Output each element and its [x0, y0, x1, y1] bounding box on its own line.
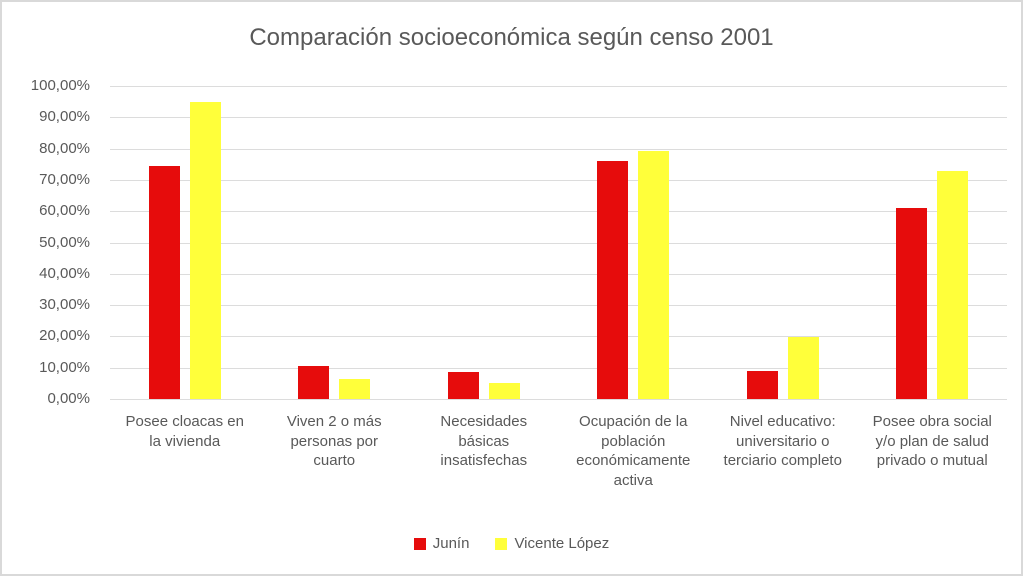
bar-junin [148, 165, 180, 399]
y-tick-label: 40,00% [39, 264, 90, 282]
x-axis-label: Posee cloacas en la vivienda [125, 413, 244, 450]
legend-swatch-icon [495, 537, 508, 550]
bar-vicente-lopez [638, 150, 670, 399]
bar-junin [447, 372, 479, 399]
gridline [110, 399, 1007, 400]
legend-item-vicente-lopez: Vicente López [495, 535, 609, 552]
bar-junin [597, 161, 629, 399]
y-tick-label: 0,00% [47, 390, 90, 407]
chart-title: Comparación socioeconómica según censo 2… [249, 24, 774, 51]
gridline [110, 117, 1007, 119]
bar-junin [746, 370, 778, 399]
legend-swatch-icon [413, 537, 426, 550]
gridline [110, 336, 1007, 338]
bar-vicente-lopez [488, 383, 520, 399]
y-tick-label: 20,00% [39, 327, 90, 345]
x-axis-label: Viven 2 o más personas por cuarto [286, 413, 382, 469]
bar-junin [298, 365, 330, 399]
gridline [110, 305, 1007, 307]
gridline [110, 273, 1007, 275]
bar-vicente-lopez [339, 379, 371, 399]
y-axis: 100,00% 90,00% 80,00% 70,00% 60,00% 50,00% 40,… [2, 77, 90, 407]
bar-junin [896, 208, 928, 399]
gridline [110, 86, 1007, 87]
gridline [110, 148, 1007, 150]
gridline [110, 179, 1007, 181]
y-tick-label: 100,00% [30, 77, 90, 94]
plot-area [110, 86, 1007, 400]
legend: Junín Vicente López [2, 535, 1021, 552]
gridline [110, 242, 1007, 244]
y-tick-label: 30,00% [39, 296, 90, 314]
x-axis-label: Necesidades básicas insatisfechas [440, 413, 528, 469]
legend-item-junin: Junín [413, 535, 470, 552]
bar-vicente-lopez [937, 171, 969, 399]
gridline [110, 367, 1007, 369]
legend-label: Junín [432, 535, 470, 552]
y-tick-label: 50,00% [39, 233, 90, 251]
y-tick-label: 60,00% [39, 202, 90, 220]
y-tick-label: 80,00% [39, 139, 90, 157]
y-tick-label: 70,00% [39, 170, 90, 188]
legend-label: Vicente López [514, 535, 610, 552]
y-tick-label: 90,00% [39, 108, 90, 126]
gridline [110, 211, 1007, 213]
bar-vicente-lopez [787, 337, 819, 399]
y-tick-label: 10,00% [39, 358, 90, 376]
x-axis-label: Nivel educativo: universitario o terciar… [723, 413, 842, 469]
x-axis-label: Ocupación de la población económicamente… [576, 413, 691, 489]
x-axis-label: Posee obra social y/o plan de salud priv… [872, 413, 992, 469]
x-axis: Posee cloacas en la vivienda Viven 2 o má… [110, 412, 1007, 490]
bar-vicente-lopez [189, 101, 221, 399]
